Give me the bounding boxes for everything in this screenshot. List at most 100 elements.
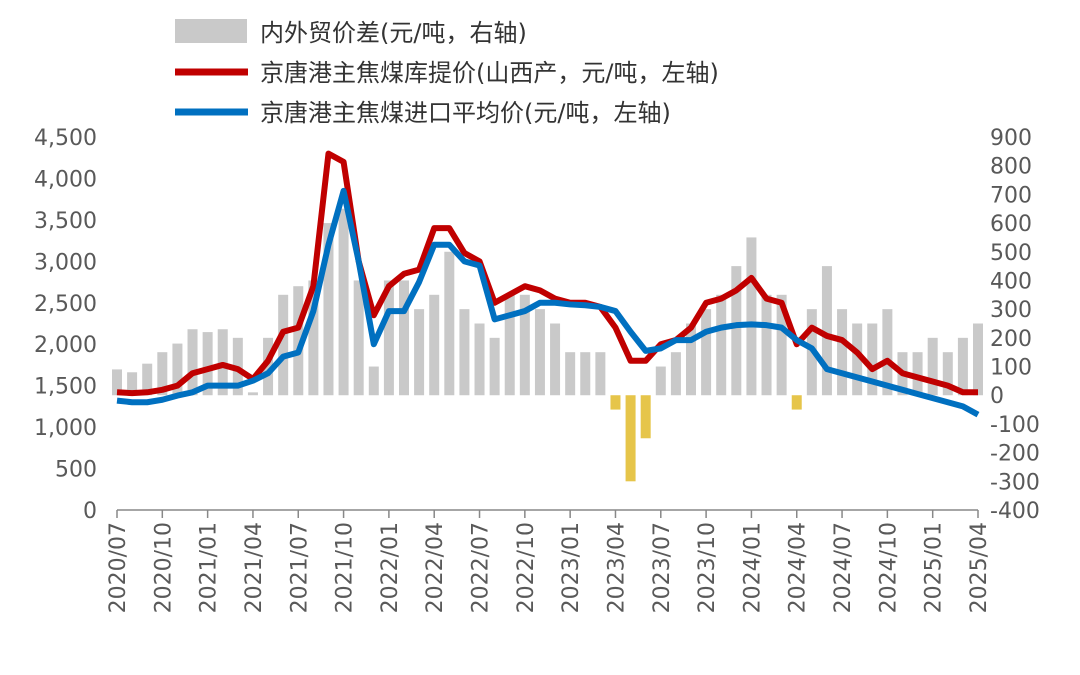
bar bbox=[534, 309, 545, 396]
bar bbox=[127, 372, 138, 396]
legend: 内外贸价差(元/吨，右轴) 京唐港主焦煤库提价(山西产，元/吨，左轴) 京唐港主焦煤… bbox=[175, 19, 719, 127]
y2-tick-label: -200 bbox=[990, 442, 1040, 467]
y2-tick-label: -100 bbox=[990, 413, 1040, 438]
y2-tick-label: 600 bbox=[990, 212, 1032, 237]
y-tick-label: 3,000 bbox=[34, 250, 97, 275]
y-tick-label: 4,000 bbox=[34, 167, 97, 192]
y2-tick-label: -300 bbox=[990, 470, 1040, 495]
y2-tick-label: 700 bbox=[990, 183, 1032, 208]
x-tick-label: 2022/01 bbox=[378, 522, 403, 613]
y2-tick-label: 200 bbox=[990, 327, 1032, 352]
x-tick-label: 2021/10 bbox=[333, 522, 358, 613]
bar bbox=[308, 280, 319, 396]
bar bbox=[973, 323, 983, 396]
legend-label: 京唐港主焦煤库提价(山西产，元/吨，左轴) bbox=[260, 59, 719, 87]
bar bbox=[263, 337, 274, 396]
bar bbox=[247, 392, 258, 396]
bar bbox=[837, 309, 848, 396]
bar bbox=[444, 251, 455, 396]
bar bbox=[686, 323, 696, 396]
y2-tick-label: 0 bbox=[990, 384, 1004, 409]
bar bbox=[278, 294, 289, 396]
bar bbox=[142, 363, 153, 396]
y-tick-label: 3,500 bbox=[34, 209, 97, 234]
bar bbox=[776, 294, 787, 396]
x-tick-label: 2022/04 bbox=[423, 522, 448, 613]
bar bbox=[640, 395, 651, 439]
line bbox=[116, 150, 978, 397]
bar bbox=[112, 369, 122, 396]
bar bbox=[202, 332, 213, 396]
bar bbox=[882, 309, 893, 396]
y-tick-label: 1,000 bbox=[34, 416, 97, 441]
y2-tick-label: 100 bbox=[990, 356, 1032, 381]
bar bbox=[746, 237, 757, 396]
bar bbox=[821, 266, 832, 396]
bar bbox=[414, 309, 425, 396]
bar bbox=[172, 343, 183, 396]
legend-label: 内外贸价差(元/吨，右轴) bbox=[260, 19, 527, 47]
x-tick-label: 2022/10 bbox=[514, 522, 539, 613]
bar bbox=[399, 280, 409, 396]
bar bbox=[429, 294, 440, 396]
x-tick-label: 2023/04 bbox=[604, 522, 629, 613]
bar bbox=[761, 294, 772, 396]
bar bbox=[323, 223, 334, 396]
y-tick-label: 500 bbox=[55, 458, 97, 483]
bar bbox=[550, 323, 561, 396]
x-tick-label: 2021/07 bbox=[287, 522, 312, 613]
bar bbox=[338, 208, 349, 396]
y-tick-label: 2,500 bbox=[34, 292, 97, 317]
x-tick-label: 2020/07 bbox=[106, 522, 131, 613]
y-tick-label: 4,500 bbox=[34, 126, 97, 151]
x-tick-label: 2024/10 bbox=[876, 522, 901, 613]
bar bbox=[867, 323, 878, 396]
y2-tick-label: 500 bbox=[990, 241, 1032, 266]
bar bbox=[852, 323, 863, 396]
bar bbox=[927, 337, 938, 396]
bar bbox=[474, 323, 485, 396]
bar bbox=[565, 352, 576, 396]
bar bbox=[655, 366, 666, 396]
bar bbox=[504, 294, 515, 396]
bar bbox=[716, 294, 727, 396]
y2-tick-label: 900 bbox=[990, 126, 1032, 151]
y2-tick-label: -400 bbox=[990, 499, 1040, 524]
x-tick-label: 2020/10 bbox=[151, 522, 176, 613]
y2-tick-label: 400 bbox=[990, 269, 1032, 294]
bar bbox=[519, 294, 530, 396]
x-tick-label: 2024/07 bbox=[831, 522, 856, 613]
bar bbox=[595, 352, 606, 396]
y2-tick-label: 300 bbox=[990, 298, 1032, 323]
line bbox=[116, 187, 980, 418]
bar bbox=[912, 352, 923, 396]
x-tick-label: 2025/04 bbox=[967, 522, 992, 613]
x-tick-label: 2023/01 bbox=[559, 522, 584, 613]
bar bbox=[489, 337, 500, 396]
y-tick-label: 1,500 bbox=[34, 375, 97, 400]
bar bbox=[157, 352, 168, 396]
legend-label: 京唐港主焦煤进口平均价(元/吨，左轴) bbox=[260, 99, 671, 127]
bar bbox=[957, 337, 968, 396]
bar bbox=[610, 395, 621, 410]
legend-swatch bbox=[175, 19, 247, 43]
x-tick-label: 2021/04 bbox=[242, 522, 267, 613]
bar bbox=[459, 309, 470, 396]
bar bbox=[670, 352, 681, 396]
x-tick-label: 2023/07 bbox=[650, 522, 675, 613]
bar bbox=[942, 352, 953, 396]
x-tick-label: 2024/01 bbox=[740, 522, 765, 613]
bar bbox=[353, 280, 364, 396]
bar bbox=[187, 329, 198, 396]
bar bbox=[731, 266, 742, 396]
y2-tick-label: 800 bbox=[990, 155, 1032, 180]
bar bbox=[701, 309, 712, 396]
x-tick-label: 2021/01 bbox=[197, 522, 222, 613]
y-tick-label: 2,000 bbox=[34, 333, 97, 358]
x-tick-label: 2024/04 bbox=[786, 522, 811, 613]
bar bbox=[791, 395, 802, 410]
bar bbox=[293, 286, 304, 396]
x-tick-label: 2023/10 bbox=[695, 522, 720, 613]
x-tick-label: 2025/01 bbox=[922, 522, 947, 613]
